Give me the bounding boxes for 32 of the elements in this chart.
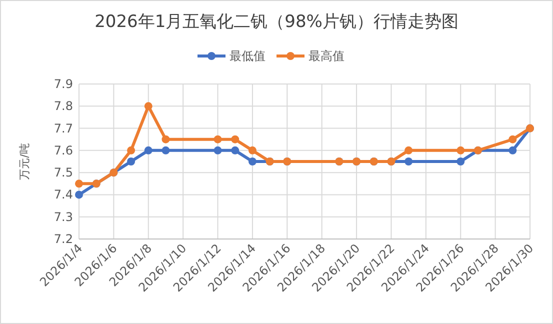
- point: [75, 180, 83, 188]
- y-axis-title: 万元/吨: [18, 143, 31, 180]
- y-tick-label: 7.4: [54, 188, 73, 202]
- point: [127, 158, 136, 166]
- point: [248, 158, 256, 166]
- chart-title: 2026年1月五氧化二钒（98%片钒）行情走势图: [94, 12, 458, 32]
- point: [144, 146, 152, 154]
- y-tick-label: 7.8: [54, 99, 73, 114]
- point: [248, 146, 256, 154]
- point: [127, 146, 136, 154]
- y-tick-label: 7.6: [54, 143, 73, 158]
- point: [144, 102, 152, 110]
- y-tick-label: 7.5: [54, 166, 73, 180]
- legend-label: 最高值: [308, 49, 344, 63]
- point: [456, 158, 465, 166]
- y-tick-label: 7.9: [54, 77, 73, 91]
- point: [456, 146, 465, 154]
- y-tick-label: 7.7: [54, 121, 73, 136]
- point: [508, 146, 517, 154]
- point: [162, 135, 170, 144]
- point: [508, 135, 517, 144]
- point: [75, 190, 83, 199]
- point: [231, 146, 240, 154]
- point: [404, 146, 413, 154]
- legend-label: 最低值: [230, 49, 266, 63]
- point: [214, 135, 222, 144]
- y-tick-label: 7.2: [54, 232, 73, 246]
- point: [214, 146, 222, 154]
- point: [231, 135, 240, 144]
- point: [162, 146, 170, 154]
- y-tick-label: 7.3: [54, 210, 73, 224]
- point: [404, 158, 413, 166]
